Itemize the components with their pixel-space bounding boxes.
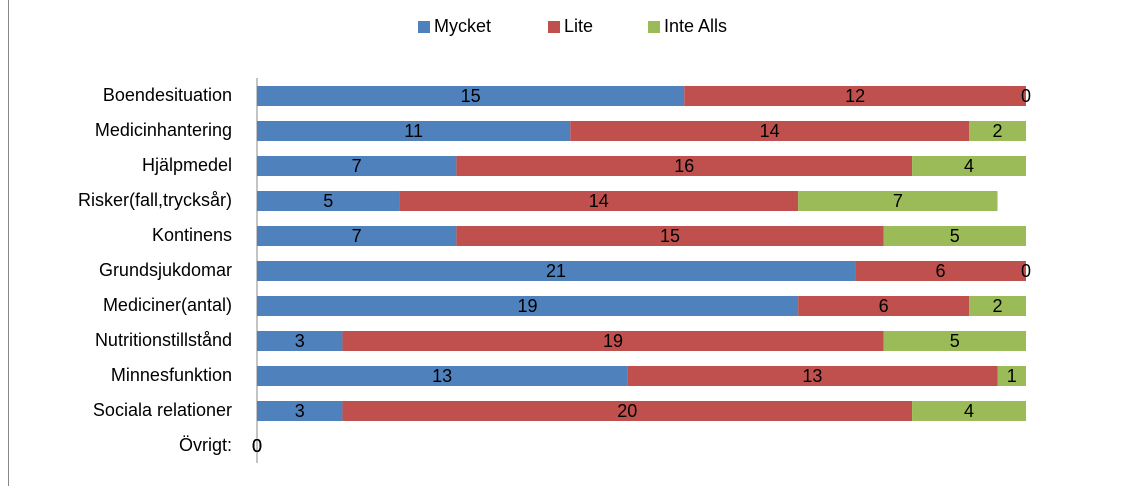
data-label: 7 <box>352 156 362 176</box>
data-label: 0 <box>1021 261 1031 281</box>
bar-segment <box>399 191 799 211</box>
bar-segment <box>969 121 1026 141</box>
legend-swatch <box>548 21 560 33</box>
bar-segment <box>257 296 799 316</box>
bar-segment <box>257 401 343 421</box>
bar-segment <box>257 261 856 281</box>
data-label: 0 <box>252 436 262 456</box>
bar-segment <box>257 86 685 106</box>
y-tick-label: Grundsjukdomar <box>99 260 232 280</box>
data-label: 0 <box>1021 86 1031 106</box>
bar-segment <box>912 401 1026 421</box>
data-label: 15 <box>461 86 481 106</box>
data-label: 21 <box>546 261 566 281</box>
data-label: 4 <box>964 401 974 421</box>
bar-segment <box>969 296 1026 316</box>
y-tick-label: Sociala relationer <box>93 400 232 420</box>
data-label: 0 <box>252 436 262 456</box>
data-label: 1 <box>1007 366 1017 386</box>
data-label: 6 <box>936 261 946 281</box>
legend-label: Mycket <box>434 16 491 36</box>
y-tick-label: Mediciner(antal) <box>103 295 232 315</box>
bar-segment <box>684 86 1026 106</box>
y-tick-label: Minnesfunktion <box>111 365 232 385</box>
data-label: 4 <box>964 156 974 176</box>
data-label: 2 <box>993 121 1003 141</box>
data-label: 5 <box>950 331 960 351</box>
data-label: 11 <box>404 121 423 141</box>
data-label: 14 <box>589 191 609 211</box>
data-label: 12 <box>845 86 865 106</box>
data-label: 6 <box>879 296 889 316</box>
data-label: 19 <box>518 296 538 316</box>
data-label: 5 <box>323 191 333 211</box>
bar-segment <box>342 401 913 421</box>
bar-segment <box>257 121 571 141</box>
bar-segment <box>570 121 970 141</box>
bar-segment <box>798 296 970 316</box>
y-tick-label: Medicinhantering <box>95 120 232 140</box>
data-label: 14 <box>760 121 780 141</box>
bar-segment <box>883 226 1026 246</box>
data-label: 19 <box>603 331 623 351</box>
data-label: 7 <box>352 226 362 246</box>
bar-segment <box>456 226 884 246</box>
data-label: 3 <box>295 331 305 351</box>
data-label: 7 <box>893 191 903 211</box>
data-label: 13 <box>802 366 822 386</box>
bar-segment <box>257 191 400 211</box>
legend-swatch <box>418 21 430 33</box>
bar-segment <box>798 191 998 211</box>
bar-segment <box>257 226 457 246</box>
legend-label: Inte Alls <box>664 16 727 36</box>
y-tick-label: Övrigt: <box>179 435 232 455</box>
data-label: 16 <box>674 156 694 176</box>
data-label: 0 <box>252 436 262 456</box>
data-label: 2 <box>993 296 1003 316</box>
bar-segment <box>342 331 884 351</box>
bar-segment <box>997 366 1026 386</box>
y-tick-label: Nutritionstillstånd <box>95 330 232 350</box>
bar-segment <box>627 366 998 386</box>
bar-segment <box>912 156 1026 176</box>
bar-segment <box>257 366 628 386</box>
y-tick-label: Risker(fall,trycksår) <box>78 190 232 210</box>
y-tick-label: Hjälpmedel <box>142 155 232 175</box>
data-label: 13 <box>432 366 452 386</box>
legend-swatch <box>648 21 660 33</box>
y-tick-label: Kontinens <box>152 225 232 245</box>
data-label: 3 <box>295 401 305 421</box>
legend-label: Lite <box>564 16 593 36</box>
bar-segment <box>257 331 343 351</box>
bar-segment <box>855 261 1026 281</box>
y-tick-label: Boendesituation <box>103 85 232 105</box>
data-label: 15 <box>660 226 680 246</box>
data-label: 5 <box>950 226 960 246</box>
data-label: 20 <box>617 401 637 421</box>
bar-segment <box>257 156 457 176</box>
bar-segment <box>456 156 913 176</box>
bar-segment <box>883 331 1026 351</box>
